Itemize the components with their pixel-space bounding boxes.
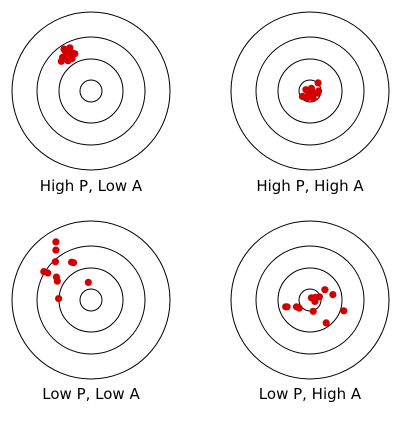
outer-ring [230,11,390,171]
bullseye-ring [79,79,103,103]
shot-group [57,44,79,65]
middle-ring [255,245,365,355]
shot-dot [71,50,79,58]
shot-dot [314,79,322,87]
middle-ring [255,36,365,146]
panel-caption: Low P, Low A [42,385,140,403]
bullseye-ring [79,288,103,312]
shot-dot [283,303,291,311]
shot-dot [322,319,330,327]
inner-ring [58,58,124,124]
shot-dot [329,291,337,299]
outer-ring [11,11,171,171]
middle-ring [36,36,146,146]
inner-ring [277,267,343,333]
shot-dot [51,258,60,266]
shot-dot [314,89,322,97]
shot-dot [340,307,348,315]
target-panel-low-p-high-a: Low P, High A [230,220,390,403]
shot-dot [321,286,329,294]
middle-ring [36,245,146,355]
shot-dot [305,89,313,97]
target-rings [11,220,171,380]
target-panel-low-p-low-a: Low P, Low A [11,220,171,403]
shot-dot [84,278,92,286]
inner-ring [277,58,343,124]
shot-dot [309,95,317,103]
shot-group [298,79,323,103]
target-rings [11,11,171,171]
shot-dot [52,238,60,246]
shot-dot [44,269,52,277]
shot-dot [52,246,60,254]
shot-dot [61,47,69,55]
inner-ring [58,267,124,333]
shot-dot [55,295,63,303]
shot-group [282,286,348,327]
shot-dot [311,295,319,303]
target-rings [230,11,390,171]
target-panel-high-p-low-a: High P, Low A [11,11,171,195]
outer-ring [230,220,390,380]
shot-dot [309,307,317,315]
panel-caption: High P, High A [256,177,364,195]
shot-dot [292,303,301,311]
shot-dot [69,259,78,267]
shot-dot [57,57,65,65]
panel-caption: High P, Low A [40,177,143,195]
shot-group [40,238,92,303]
shot-dot [64,57,72,65]
target-panel-high-p-high-a: High P, High A [230,11,390,195]
shot-dot [53,277,61,285]
panel-caption: Low P, High A [259,385,362,403]
outer-ring [11,220,171,380]
